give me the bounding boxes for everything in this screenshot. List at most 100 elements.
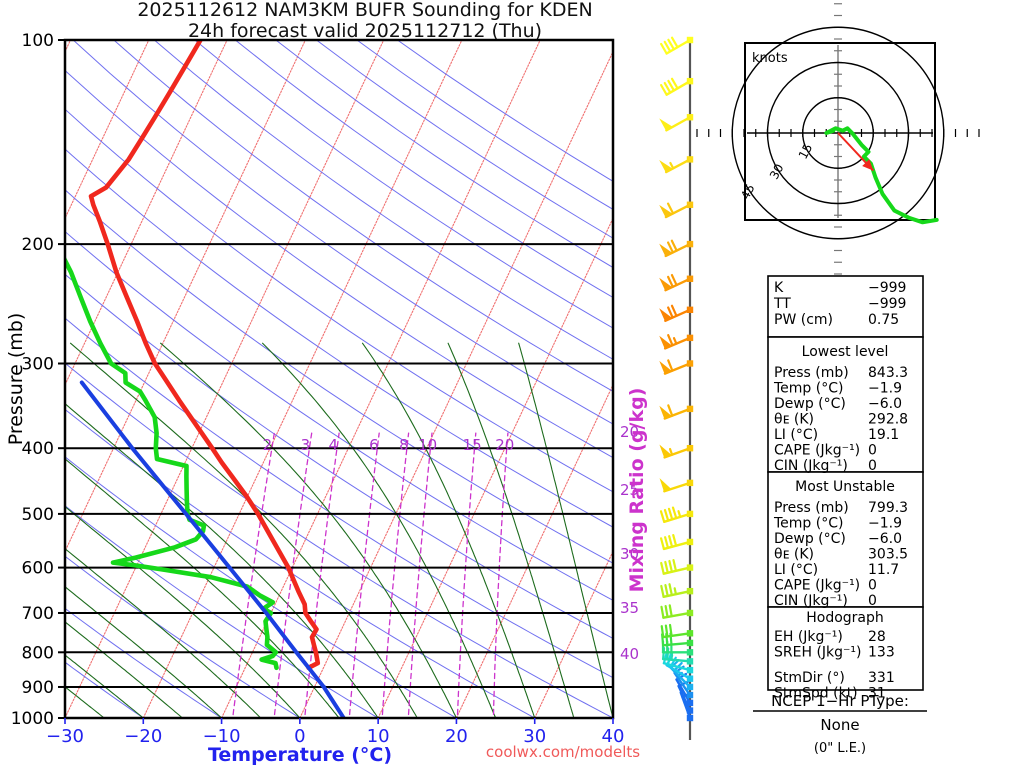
index-value: 0 [868,578,877,594]
mixing-ratio-axis-label: Mixing Ratio (g/kg) [626,388,648,593]
index-label: CAPE (Jkg⁻¹) [774,443,860,459]
mixing-ratio-label-4: 4 [328,436,338,454]
temperature-tick--20: −20 [124,726,162,747]
index-value: 0 [868,458,877,474]
pressure-tick-300: 300 [22,354,54,374]
hodograph-ring-label-15: 15 [796,141,816,161]
pressure-tick-800: 800 [22,643,54,663]
wind-barb [659,359,694,375]
mixing-ratio-label-6: 6 [369,436,379,454]
indices-text-rows: K −999 TT −999 PW (cm) 0.75 Lowest level Press … [773,280,908,702]
pressure-tick-700: 700 [22,604,54,624]
wind-barb [659,478,694,493]
hodograph-wind-trace [824,126,939,225]
mixing-ratio-label-15: 15 [463,436,482,454]
wind-barb [660,36,694,55]
index-label: EH (Jkg⁻¹) [774,629,843,645]
hodograph-ring-label-45: 45 [738,182,758,202]
chart-traces [65,40,346,718]
pressure-tick-600: 600 [22,559,54,579]
index-value: −1.9 [868,516,902,532]
index-value: 331 [868,670,895,686]
index-value: 28 [868,629,886,645]
right-axis-tick-30: 30 [620,545,639,563]
wind-barb [659,404,694,420]
index-label: Dewp (°C) [774,531,846,547]
temperature-axis: −30 −20 −10 0 10 20 30 40 [46,718,624,747]
pressure-tick-200: 200 [22,235,54,255]
temperature-tick-20: 20 [445,726,468,747]
pressure-axis-label: Pressure (mb) [5,313,27,446]
watermark-coolwx: coolwx.com/modelts [486,743,640,761]
hodograph-stats-frame [767,606,924,691]
index-value: 292.8 [868,412,908,428]
wind-barb [659,239,694,258]
temperature-tick-10: 10 [367,726,390,747]
pressure-tick-400: 400 [22,439,54,459]
wind-barb [659,444,694,459]
hodograph-ring-45 [731,26,945,240]
index-value: −1.9 [868,381,902,397]
temperature-tick--10: −10 [203,726,241,747]
mixing-ratio-label-8: 8 [399,436,409,454]
trace-parcel [79,380,346,718]
mixing-ratio-label-10: 10 [418,436,437,454]
temperature-tick-30: 30 [523,726,546,747]
pressure-tick-500: 500 [22,505,54,525]
hodograph-rings: 15 30 45 [696,3,980,275]
mixing-ratio-axis: 20 25 30 35 40 [620,423,639,663]
pressure-tick-1000: 1000 [11,709,54,729]
hodograph-panel[interactable]: 15 30 45 knots [696,0,980,275]
index-label: K [774,280,784,296]
wind-barb [659,334,694,350]
wind-barb [661,646,694,665]
temperature-tick-0: 0 [294,726,305,747]
index-label: Press (mb) [774,500,849,516]
mixing-ratio-line-labels: 2 3 4 6 8 10 15 20 [263,436,515,454]
hodograph-ring-30 [766,61,910,205]
mixing-ratio-label-20: 20 [495,436,514,454]
index-label: SREH (Jkg⁻¹) [774,645,862,661]
temperature-tick-40: 40 [602,726,625,747]
index-value: 0.75 [868,312,899,328]
title-line-2: 24h forecast valid 2025112712 (Thu) [187,20,543,42]
mixing-ratio-label-2: 2 [263,436,273,454]
hodograph-ring-label-30: 30 [767,162,787,182]
index-label: CAPE (Jkg⁻¹) [774,578,860,594]
hodograph-units-label: knots [752,51,788,66]
wind-barb [659,304,694,322]
hodograph-ring-15 [802,97,874,169]
indices-heading: Hodograph [806,610,884,626]
wind-barb [659,533,694,551]
index-label: Temp (°C) [773,381,843,397]
indices-heading: Lowest level [802,344,889,360]
temperature-tick--30: −30 [46,726,84,747]
index-value: 133 [868,645,895,661]
index-label: TT [773,296,791,312]
index-value: 303.5 [868,547,908,563]
index-value: −6.0 [868,531,902,547]
most-unstable-frame [767,471,924,608]
right-axis-tick-20: 20 [620,423,639,441]
index-value: 799.3 [868,500,908,516]
index-value: 0 [868,443,877,459]
index-label: θᴇ (K) [774,412,814,428]
wind-barb-column [659,36,694,740]
index-value: −6.0 [868,396,902,412]
wind-barb [660,559,694,575]
chart-gridlines [65,40,613,718]
right-axis-tick-35: 35 [620,599,639,617]
index-value: 31 [868,686,886,702]
mixing-ratio-label-3: 3 [301,436,311,454]
title-line-1: 2025112612 NAM3KM BUFR Sounding for KDEN [137,0,593,21]
index-value: 11.7 [868,562,899,578]
right-axis-tick-40: 40 [620,645,639,663]
pressure-axis: 100 200 300 400 500 600 700 800 900 1000 [11,31,65,729]
wind-barb [659,156,694,174]
ptype-value: None [820,716,859,734]
wind-barb [659,506,694,523]
index-value: 0 [868,593,877,609]
index-label: CIN (Jkg⁻¹) [774,593,848,609]
index-label: StmDir (°) [774,670,845,686]
